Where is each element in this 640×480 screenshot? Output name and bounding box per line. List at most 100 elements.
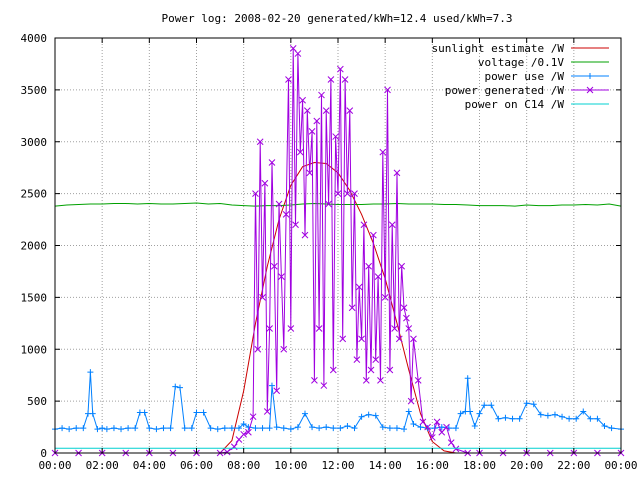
- data-point: [467, 408, 474, 415]
- data-point: [287, 426, 294, 433]
- data-point: [551, 411, 558, 418]
- data-point: [386, 366, 394, 374]
- data-point: [398, 262, 406, 270]
- data-point: [292, 221, 299, 229]
- data-point: [228, 425, 235, 432]
- y-tick-label: 3000: [21, 136, 48, 149]
- data-point: [287, 325, 295, 332]
- data-point: [367, 366, 375, 374]
- data-point: [125, 425, 132, 432]
- x-tick-label: 06:00: [180, 459, 213, 472]
- data-point: [516, 415, 523, 422]
- data-point: [452, 445, 460, 453]
- data-point: [294, 50, 302, 57]
- data-point: [193, 409, 200, 416]
- legend-label: voltage /0.1V: [478, 56, 564, 69]
- data-point: [339, 335, 347, 343]
- data-point: [103, 426, 110, 433]
- data-point: [280, 425, 287, 432]
- data-point: [160, 425, 167, 432]
- data-point: [66, 426, 73, 433]
- y-tick-label: 2000: [21, 240, 48, 253]
- x-tick-label: 00:00: [38, 459, 71, 472]
- data-point: [334, 190, 342, 197]
- data-point: [311, 377, 318, 384]
- data-point: [573, 415, 580, 422]
- data-point: [509, 415, 516, 422]
- data-point: [417, 424, 424, 431]
- series-2: [52, 369, 624, 433]
- data-point: [351, 190, 358, 197]
- data-point: [259, 425, 266, 432]
- data-point: [400, 304, 408, 312]
- data-point: [403, 314, 410, 322]
- data-point: [351, 425, 358, 432]
- data-point: [263, 408, 271, 415]
- data-point: [346, 107, 354, 114]
- data-point: [386, 425, 393, 432]
- data-point: [268, 382, 275, 389]
- data-point: [372, 412, 379, 419]
- data-point: [410, 335, 417, 343]
- series-1: [54, 202, 622, 207]
- data-point: [299, 96, 306, 104]
- data-point: [395, 335, 403, 343]
- legend-item: power generated /W: [445, 84, 609, 97]
- data-point: [344, 190, 351, 197]
- data-point: [372, 356, 380, 363]
- data-point: [323, 424, 330, 431]
- y-tick-label: 0: [40, 447, 47, 460]
- data-point: [325, 200, 332, 208]
- data-point: [330, 425, 337, 432]
- x-tick-label: 16:00: [416, 459, 449, 472]
- data-point: [374, 273, 382, 280]
- data-point: [318, 91, 325, 99]
- data-point: [544, 412, 551, 419]
- legend-label: sunlight estimate /W: [432, 42, 565, 55]
- data-point: [118, 426, 125, 433]
- data-point: [322, 107, 330, 114]
- x-tick-label: 14:00: [369, 459, 402, 472]
- data-point: [207, 425, 214, 432]
- data-point: [315, 325, 323, 332]
- data-point: [381, 294, 389, 301]
- data-point: [353, 356, 361, 363]
- data-point: [329, 366, 337, 374]
- data-point: [308, 128, 316, 135]
- x-tick-label: 02:00: [86, 459, 119, 472]
- data-point: [523, 400, 530, 407]
- data-point: [245, 428, 252, 436]
- data-point: [301, 231, 309, 239]
- data-point: [476, 410, 483, 417]
- x-tick-label: 18:00: [463, 459, 496, 472]
- data-point: [181, 425, 188, 432]
- data-point: [587, 415, 594, 422]
- legend-item: power on C14 /W: [465, 98, 609, 111]
- data-point: [452, 425, 459, 432]
- data-point: [188, 425, 195, 432]
- data-point: [370, 231, 377, 239]
- y-tick-label: 1000: [21, 343, 48, 356]
- data-point: [176, 384, 183, 391]
- data-point: [303, 107, 311, 114]
- data-point: [309, 424, 316, 431]
- data-point: [266, 425, 273, 432]
- data-point: [447, 439, 455, 446]
- data-point: [587, 73, 593, 79]
- data-point: [89, 410, 96, 417]
- data-point: [355, 283, 363, 291]
- data-point: [388, 221, 396, 229]
- data-point: [59, 425, 66, 432]
- data-point: [414, 377, 422, 384]
- data-point: [285, 76, 292, 83]
- data-point: [273, 424, 280, 431]
- data-point: [488, 402, 495, 409]
- data-point: [580, 408, 587, 415]
- y-tick-label: 1500: [21, 291, 48, 304]
- data-point: [457, 410, 464, 417]
- data-point: [146, 425, 153, 432]
- data-point: [348, 304, 356, 312]
- data-point: [405, 325, 413, 332]
- data-point: [235, 425, 242, 432]
- data-point: [358, 413, 365, 420]
